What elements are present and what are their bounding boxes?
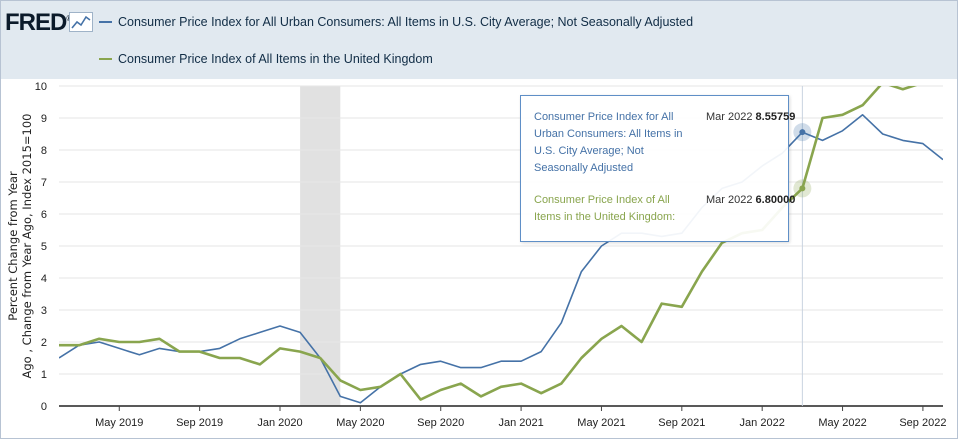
x-tick-label: Jan 2021 <box>498 417 543 429</box>
y-tick-label: 5 <box>41 241 47 253</box>
y-tick-label: 10 <box>35 81 47 93</box>
x-tick-label: Jan 2022 <box>740 417 785 429</box>
x-tick-label: May 2022 <box>818 417 866 429</box>
series-line-us[interactable] <box>59 113 943 404</box>
tooltip-number-uk: 6.80000 <box>755 194 796 206</box>
y-axis-label-line: Ago , Change from Year Ago, Index 2015=1… <box>20 114 34 379</box>
series-line-uk[interactable] <box>59 79 943 401</box>
legend-swatch-uk <box>99 58 112 60</box>
x-tick-label: Sep 2019 <box>176 417 223 429</box>
tooltip-date-us: Mar 2022 <box>706 111 753 123</box>
y-tick-label: 7 <box>41 177 47 189</box>
legend-item-us[interactable]: Consumer Price Index for All Urban Consu… <box>99 15 693 29</box>
chart-header: FRED® Consumer Price Index for All Urban… <box>1 1 957 79</box>
highlight-point-us[interactable] <box>799 129 806 136</box>
highlight-point-uk[interactable] <box>799 185 806 192</box>
tooltip-row-uk: Consumer Price Index of All Items in the… <box>534 192 795 226</box>
legend-item-uk[interactable]: Consumer Price Index of All Items in the… <box>99 52 433 66</box>
tooltip-series-name-uk: Consumer Price Index of All Items in the… <box>534 194 676 223</box>
tooltip-value-us: Mar 2022 8.55759 <box>706 109 795 126</box>
y-tick-label: 3 <box>41 305 47 317</box>
legend-swatch-us <box>99 21 112 23</box>
y-tick-label: 8 <box>41 145 47 157</box>
tooltip-number-us: 8.55759 <box>755 111 796 123</box>
y-axis-label-line: Percent Change from Year <box>6 171 20 321</box>
tooltip-date-uk: Mar 2022 <box>706 194 753 206</box>
legend-label-us: Consumer Price Index for All Urban Consu… <box>118 15 694 29</box>
x-tick-label: May 2019 <box>95 417 143 429</box>
y-tick-label: 4 <box>41 273 47 285</box>
y-tick-label: 2 <box>41 337 47 349</box>
y-axis-label: Percent Change from YearAgo , Change fro… <box>6 114 34 379</box>
x-tick-label: Sep 2020 <box>417 417 464 429</box>
fred-graph-icon <box>69 12 93 32</box>
chart-plot[interactable]: 0 1 2 3 4 5 6 7 8 9 10 May 2019 Sep 2019 Jan 2020 May… <box>1 79 957 438</box>
fred-logo[interactable]: FRED® <box>5 9 72 37</box>
y-tick-label: 0 <box>41 401 47 413</box>
y-tick-label: 1 <box>41 369 47 381</box>
x-tick-label: Sep 2022 <box>899 417 946 429</box>
x-tick-label: May 2020 <box>336 417 384 429</box>
legend-label-uk: Consumer Price Index of All Items in the… <box>118 52 433 66</box>
logo-text: FRED <box>5 9 67 36</box>
x-tick-label: Sep 2021 <box>658 417 705 429</box>
tooltip-row-us: Consumer Price Index for All Urban Consu… <box>534 109 795 177</box>
tooltip-value-uk: Mar 2022 6.80000 <box>706 192 795 209</box>
y-tick-label: 9 <box>41 113 47 125</box>
x-tick-label: May 2021 <box>577 417 625 429</box>
y-tick-label: 6 <box>41 209 47 221</box>
tooltip-series-name-us: Consumer Price Index for All Urban Consu… <box>534 111 683 174</box>
x-tick-label: Jan 2020 <box>257 417 302 429</box>
hover-tooltip: Consumer Price Index for All Urban Consu… <box>520 95 795 242</box>
